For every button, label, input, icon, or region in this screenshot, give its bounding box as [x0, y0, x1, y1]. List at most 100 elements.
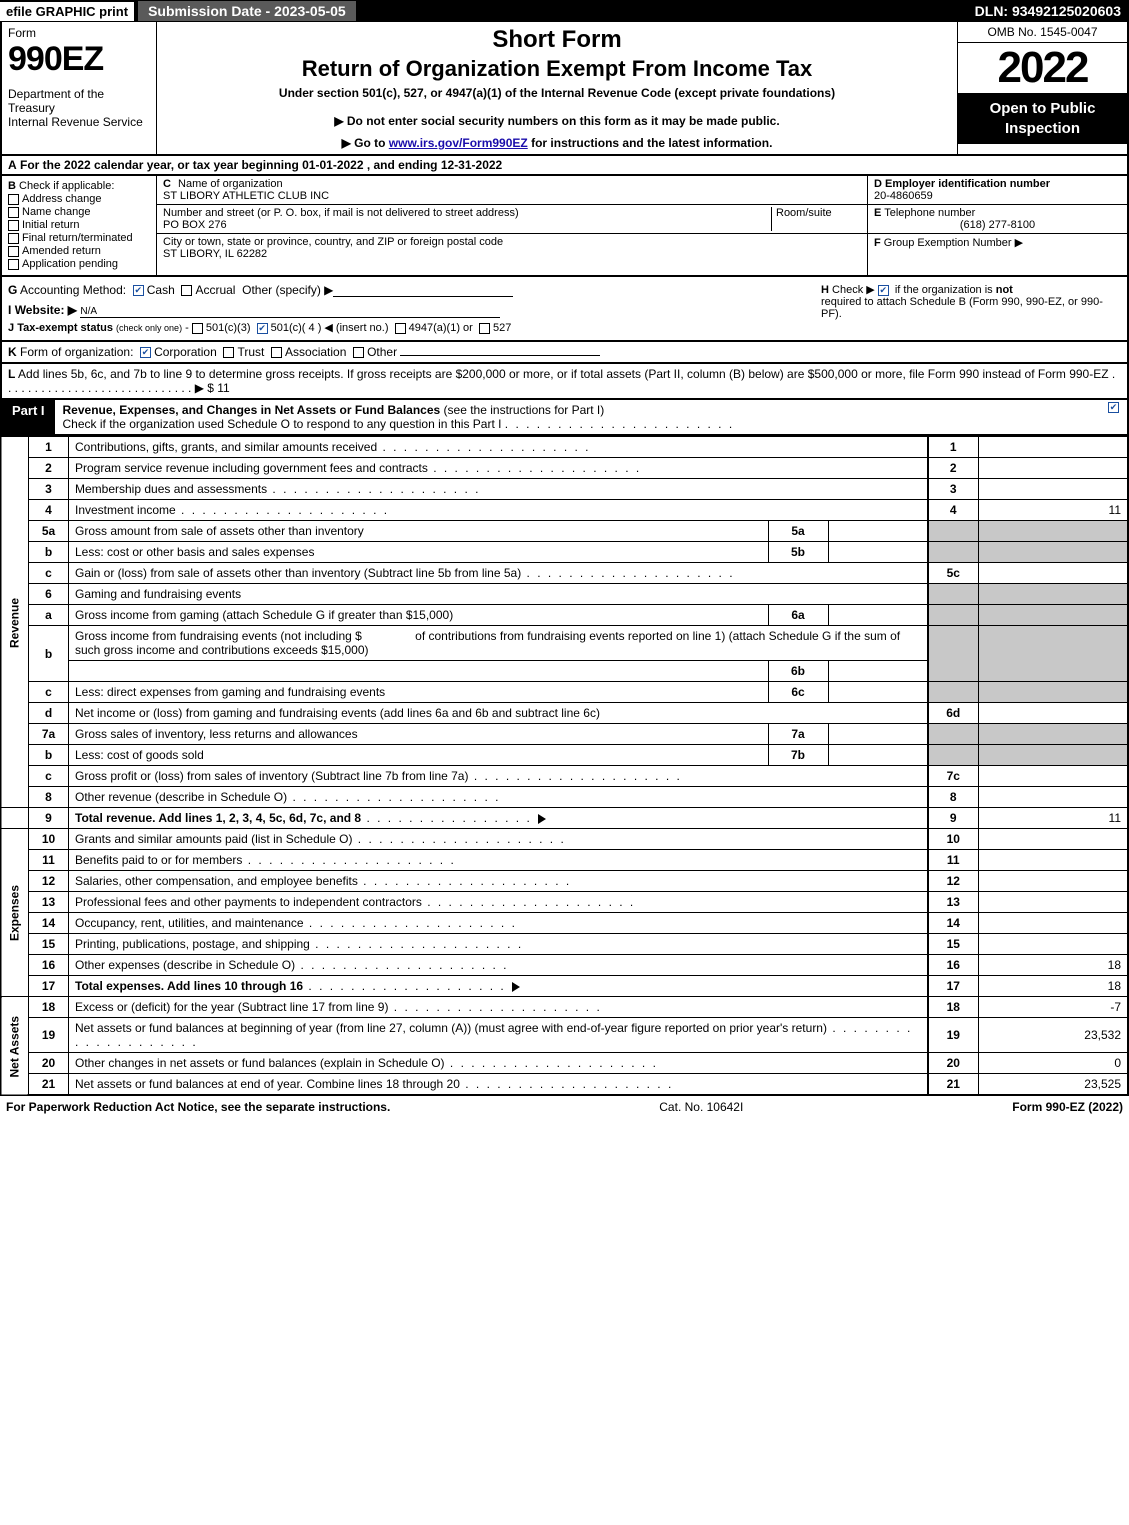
l20-desc: Other changes in net assets or fund bala… — [69, 1053, 929, 1074]
chk-final[interactable]: Final return/terminated — [8, 232, 150, 244]
footer-cat: Cat. No. 10642I — [390, 1100, 1012, 1114]
l6c-sub — [828, 682, 928, 703]
form-number: 990EZ — [8, 40, 150, 79]
irs-link[interactable]: www.irs.gov/Form990EZ — [389, 136, 528, 150]
form-word: Form — [8, 26, 150, 40]
line-12: 12Salaries, other compensation, and empl… — [1, 871, 1128, 892]
goto-pre: ▶ Go to — [342, 136, 389, 150]
box-b: B Check if applicable: Address change Na… — [2, 176, 157, 275]
j-4947-cb[interactable] — [395, 323, 406, 334]
city-label: City or town, state or province, country… — [163, 236, 503, 248]
k-assoc-cb[interactable] — [271, 347, 282, 358]
f-title: Group Exemption Number — [884, 237, 1012, 249]
l5a-sub — [828, 521, 928, 542]
line-6b: bGross income from fundraising events (n… — [1, 626, 1128, 661]
line-15: 15Printing, publications, postage, and s… — [1, 934, 1128, 955]
l6c-desc: Less: direct expenses from gaming and fu… — [69, 682, 769, 703]
l20-val: 0 — [978, 1053, 1128, 1074]
box-b-title: Check if applicable: — [19, 180, 114, 192]
line-9: 9Total revenue. Add lines 1, 2, 3, 4, 5c… — [1, 808, 1128, 829]
h-label: H — [821, 284, 829, 296]
l6d-val — [978, 703, 1128, 724]
goto-note: ▶ Go to www.irs.gov/Form990EZ for instru… — [165, 136, 949, 150]
line-19: 19Net assets or fund balances at beginni… — [1, 1018, 1128, 1053]
l-val: $ 11 — [207, 381, 229, 395]
j-527-cb[interactable] — [479, 323, 490, 334]
l12-val — [978, 871, 1128, 892]
k-corp-cb[interactable] — [140, 347, 151, 358]
g-title: Accounting Method: — [20, 283, 126, 297]
k-other-cb[interactable] — [353, 347, 364, 358]
k-assoc: Association — [285, 345, 346, 359]
l-text: Add lines 5b, 6c, and 7b to line 9 to de… — [18, 367, 1109, 381]
phone-value: (618) 277-8100 — [874, 219, 1121, 231]
f-arrow: ▶ — [1015, 237, 1023, 249]
l21-desc: Net assets or fund balances at end of ye… — [69, 1074, 929, 1096]
chk-initial[interactable]: Initial return — [8, 219, 150, 231]
part1-see: (see the instructions for Part I) — [444, 403, 605, 417]
j-501c-cb[interactable] — [257, 323, 268, 334]
side-revenue: Revenue — [1, 437, 29, 808]
website-value: N/A — [80, 306, 97, 317]
lines-table: Revenue 1Contributions, gifts, grants, a… — [0, 436, 1129, 1096]
line-10: Expenses 10Grants and similar amounts pa… — [1, 829, 1128, 850]
l2-desc: Program service revenue including govern… — [69, 458, 929, 479]
l16-desc: Other expenses (describe in Schedule O) — [69, 955, 929, 976]
ein-value: 20-4860659 — [874, 190, 933, 202]
l9-val: 11 — [978, 808, 1128, 829]
k-trust-cb[interactable] — [223, 347, 234, 358]
line-11: 11Benefits paid to or for members11 — [1, 850, 1128, 871]
line-16: 16Other expenses (describe in Schedule O… — [1, 955, 1128, 976]
l6d-desc: Net income or (loss) from gaming and fun… — [69, 703, 929, 724]
footer-left: For Paperwork Reduction Act Notice, see … — [6, 1100, 390, 1114]
efile-label: efile GRAPHIC print — [0, 2, 134, 21]
chk-address[interactable]: Address change — [8, 193, 150, 205]
part1-desc: Revenue, Expenses, and Changes in Net As… — [55, 400, 1103, 434]
line-13: 13Professional fees and other payments t… — [1, 892, 1128, 913]
l5b-desc: Less: cost or other basis and sales expe… — [69, 542, 769, 563]
l1-val — [978, 437, 1128, 458]
line-5b: bLess: cost or other basis and sales exp… — [1, 542, 1128, 563]
header: Form 990EZ Department of the Treasury In… — [0, 22, 1129, 156]
l-label: L — [8, 367, 15, 381]
d-title: Employer identification number — [885, 178, 1050, 190]
part1-cb[interactable] — [1108, 402, 1119, 413]
l17-desc: Total expenses. Add lines 10 through 16 … — [69, 976, 929, 997]
l9-desc: Total revenue. Add lines 1, 2, 3, 4, 5c,… — [69, 808, 929, 829]
e-title: Telephone number — [884, 207, 975, 219]
line-6d: dNet income or (loss) from gaming and fu… — [1, 703, 1128, 724]
g-cash-cb[interactable] — [133, 285, 144, 296]
l5a-desc: Gross amount from sale of assets other t… — [69, 521, 769, 542]
line-5c: cGain or (loss) from sale of assets othe… — [1, 563, 1128, 584]
line-20: 20Other changes in net assets or fund ba… — [1, 1053, 1128, 1074]
k-trust: Trust — [237, 345, 264, 359]
ssn-note: ▶ Do not enter social security numbers o… — [165, 114, 949, 128]
line-6c: cLess: direct expenses from gaming and f… — [1, 682, 1128, 703]
l21-val: 23,525 — [978, 1074, 1128, 1096]
h-text3: required to attach Schedule B (Form 990,… — [821, 296, 1103, 320]
header-mid: Short Form Return of Organization Exempt… — [157, 22, 957, 154]
chk-amended[interactable]: Amended return — [8, 245, 150, 257]
row-a-label: A — [8, 158, 17, 172]
l12-desc: Salaries, other compensation, and employ… — [69, 871, 929, 892]
j-o1: 501(c)(3) — [206, 322, 251, 334]
dln-label: DLN: 93492125020603 — [967, 1, 1129, 21]
l8-desc: Other revenue (describe in Schedule O) — [69, 787, 929, 808]
j-501c3-cb[interactable] — [192, 323, 203, 334]
l19-val: 23,532 — [978, 1018, 1128, 1053]
d-label: D — [874, 178, 882, 190]
chk-name[interactable]: Name change — [8, 206, 150, 218]
box-def: D Employer identification number 20-4860… — [867, 176, 1127, 275]
j-o3: 4947(a)(1) or — [409, 322, 473, 334]
c-label: C — [163, 178, 171, 190]
chk-pending[interactable]: Application pending — [8, 258, 150, 270]
l1-desc: Contributions, gifts, grants, and simila… — [69, 437, 929, 458]
tri-icon — [512, 982, 520, 992]
g-accrual-cb[interactable] — [181, 285, 192, 296]
l10-desc: Grants and similar amounts paid (list in… — [69, 829, 929, 850]
l16-val: 18 — [978, 955, 1128, 976]
h-checkbox[interactable] — [878, 285, 889, 296]
under-section: Under section 501(c), 527, or 4947(a)(1)… — [165, 86, 949, 100]
line-18: Net Assets 18Excess or (deficit) for the… — [1, 997, 1128, 1018]
i-label: I — [8, 303, 11, 317]
